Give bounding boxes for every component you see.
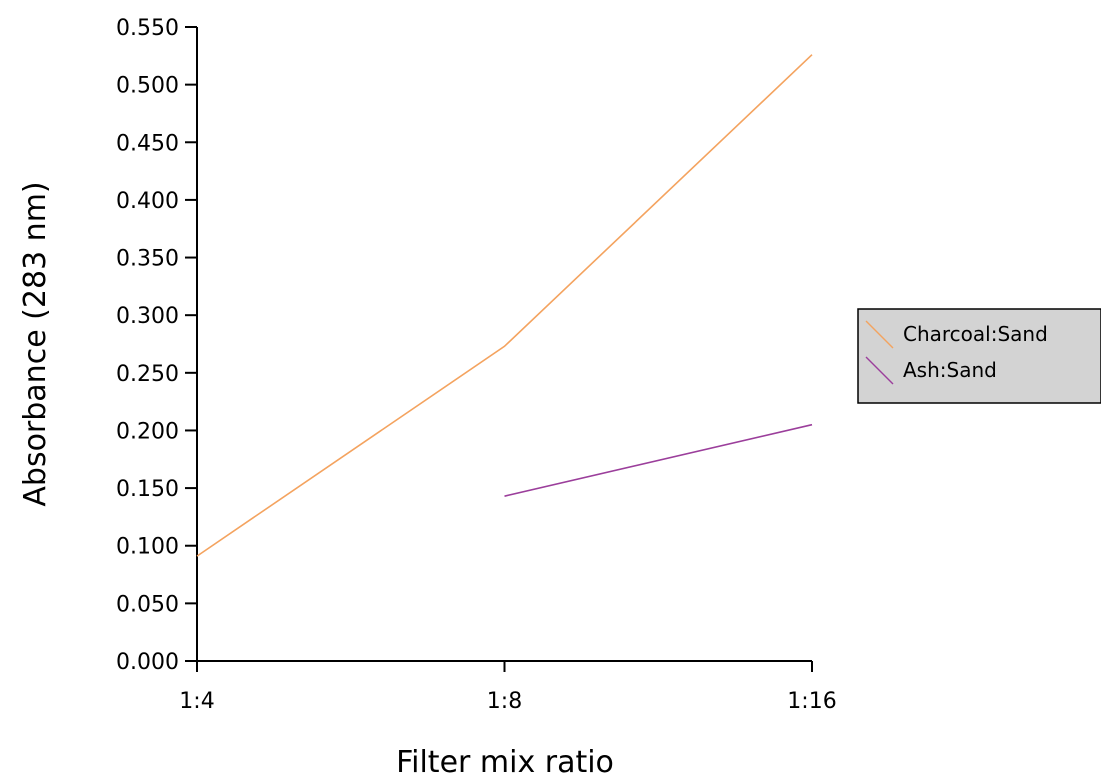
series-line-ash-sand <box>504 423 813 497</box>
y-tick-label: 0.150 <box>116 477 179 502</box>
y-tick-label: 0.400 <box>116 189 179 214</box>
y-tick-label: 0.200 <box>116 419 179 444</box>
legend-items: Charcoal:Sand Ash:Sand <box>865 320 1048 385</box>
x-tick-label: 1:16 <box>787 689 836 714</box>
y-tick-label: 0.500 <box>116 74 179 99</box>
legend-box <box>857 308 1101 404</box>
x-axis-title: Filter mix ratio <box>396 745 614 780</box>
y-tick-label: 0.250 <box>116 362 179 387</box>
y-tick-label: 0.300 <box>116 304 179 329</box>
plot-area: 0.000 0.050 0.100 0.150 0.200 0.250 0.300 0.350… <box>116 16 837 714</box>
series-line-charcoal-sand <box>196 54 813 557</box>
legend-swatch <box>865 356 894 385</box>
x-tick-label: 1:4 <box>179 689 214 714</box>
legend: Charcoal:Sand Ash:Sand <box>857 308 1101 404</box>
legend-label: Charcoal:Sand <box>903 322 1048 346</box>
series-lines <box>196 54 813 557</box>
y-axis-title: Absorbance (283 nm) <box>18 181 53 506</box>
y-tick-label: 0.100 <box>116 535 179 560</box>
legend-label: Ash:Sand <box>903 358 997 382</box>
y-tick-label: 0.000 <box>116 650 179 675</box>
y-tick-label: 0.450 <box>116 131 179 156</box>
y-axis-ticks: 0.000 0.050 0.100 0.150 0.200 0.250 0.300 0.350… <box>116 16 197 675</box>
x-tick-label: 1:8 <box>487 689 522 714</box>
x-axis-ticks: 1:4 1:8 1:16 <box>179 661 837 714</box>
y-tick-label: 0.350 <box>116 247 179 272</box>
y-tick-label: 0.550 <box>116 16 179 41</box>
legend-swatch <box>865 320 894 349</box>
y-tick-label: 0.050 <box>116 592 179 617</box>
